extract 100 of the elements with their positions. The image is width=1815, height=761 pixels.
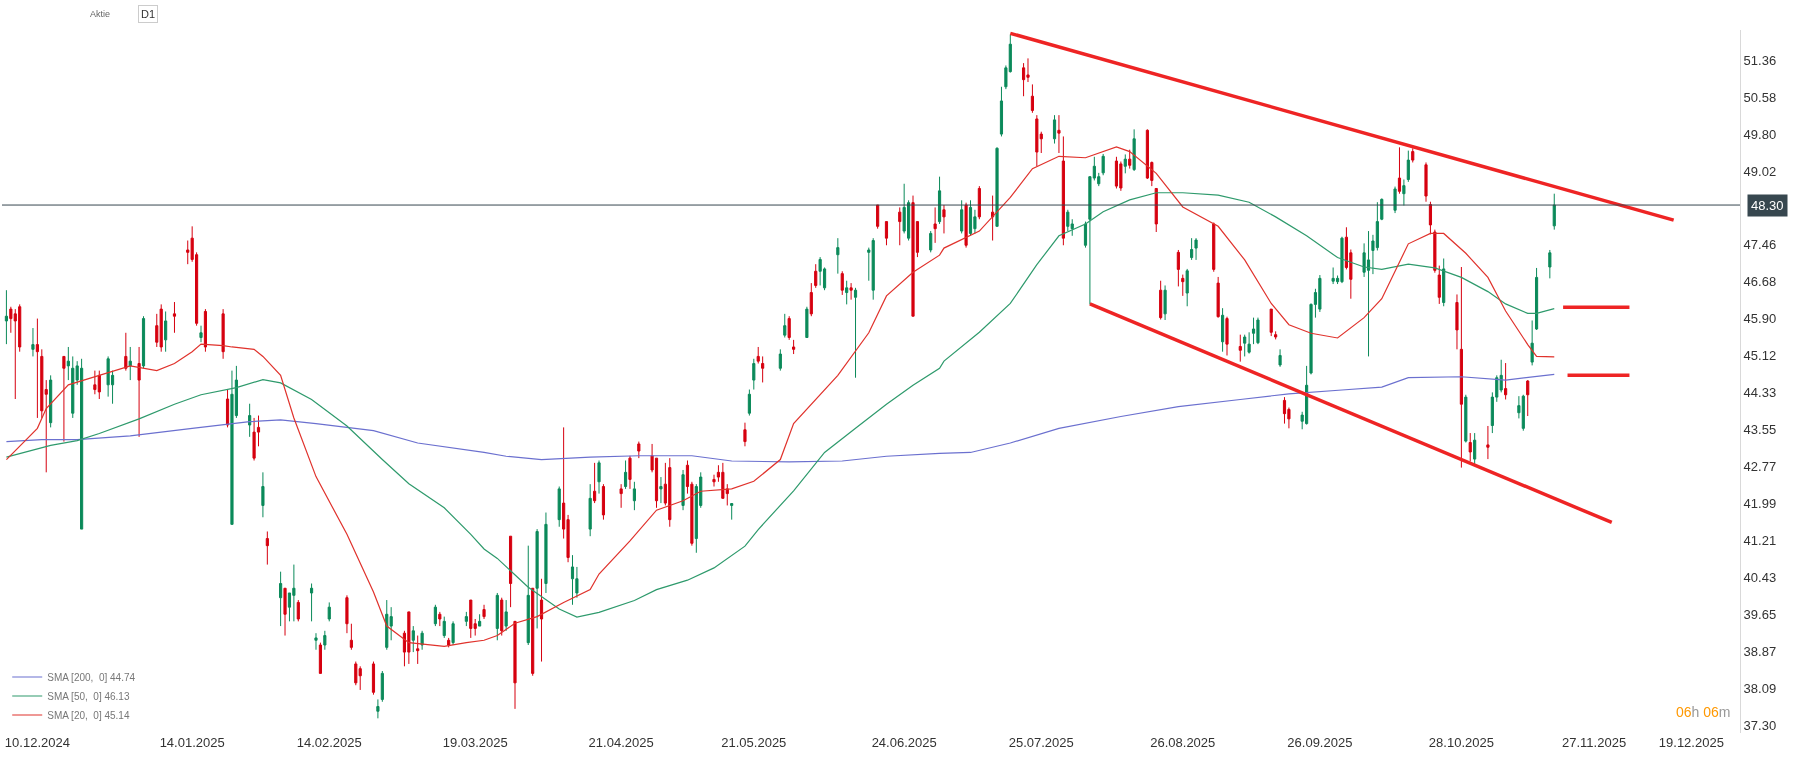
candlestick	[1428, 201, 1433, 235]
candlestick	[849, 282, 853, 301]
candlestick	[1406, 150, 1410, 183]
candlestick	[752, 358, 756, 391]
candlestick	[783, 313, 787, 338]
y-tick-label: 38.87	[1743, 643, 1777, 659]
candlestick	[1163, 284, 1167, 321]
candlestick	[960, 199, 964, 234]
candlestick	[66, 346, 70, 381]
candlestick	[93, 370, 97, 395]
candlestick	[1468, 432, 1472, 462]
candlestick	[283, 587, 287, 637]
candlestick	[531, 587, 535, 677]
candlestick	[248, 403, 252, 438]
candlestick	[464, 611, 468, 627]
candlestick	[265, 530, 269, 566]
candlestick	[1397, 146, 1402, 195]
line-series	[5, 192, 1555, 618]
candlestick	[1057, 114, 1061, 154]
candlestick	[309, 583, 314, 622]
x-tick-label: 14.01.2025	[159, 735, 225, 750]
candlestick	[433, 604, 437, 627]
candlestick	[632, 481, 636, 511]
candlestick	[1154, 187, 1158, 233]
y-tick-label: 46.68	[1743, 274, 1777, 290]
candlestick	[371, 661, 376, 696]
candlestick	[141, 315, 146, 369]
candlestick	[1256, 317, 1260, 345]
candlestick	[261, 471, 265, 518]
candlestick	[416, 635, 420, 665]
candlestick	[1176, 249, 1180, 287]
candlestick	[314, 632, 318, 651]
candlestick	[1552, 193, 1556, 231]
legend-label: SMA [50, 0] 46.13	[47, 690, 130, 702]
candlestick	[805, 306, 809, 338]
candlestick	[13, 308, 17, 400]
y-tick-label: 39.65	[1743, 606, 1777, 622]
candlestick	[619, 483, 623, 509]
candlestick	[1534, 267, 1539, 331]
candlestick	[225, 389, 230, 428]
candlestick	[1123, 153, 1127, 174]
candlestick	[4, 289, 9, 345]
candlestick	[787, 315, 791, 341]
y-tick-label: 43.55	[1743, 422, 1777, 438]
candlestick	[31, 327, 35, 357]
candlestick	[668, 457, 672, 528]
candlestick	[792, 339, 796, 355]
candlestick	[814, 263, 818, 289]
candlestick	[845, 280, 849, 305]
candlestick	[49, 374, 53, 428]
candlestick	[376, 698, 380, 719]
x-tick-label: 19.03.2025	[442, 735, 508, 750]
candlestick	[62, 355, 66, 443]
candlestick	[442, 616, 446, 639]
x-tick-label: 26.09.2025	[1287, 735, 1353, 750]
ref-line-label: 48.30	[1751, 198, 1784, 213]
candlestick	[451, 620, 455, 646]
candlestick	[853, 287, 858, 379]
candlestick	[730, 502, 734, 521]
candlestick	[964, 202, 968, 249]
candlestick	[1052, 114, 1057, 145]
x-tick-label: 10.12.2024	[4, 735, 70, 750]
candlestick	[929, 230, 933, 253]
candlestick	[1269, 308, 1273, 337]
candlestick	[535, 528, 539, 629]
candlestick	[172, 301, 177, 334]
y-tick-label: 41.99	[1743, 496, 1777, 512]
candlestick	[712, 474, 716, 488]
candlestick	[977, 185, 981, 220]
candlestick	[323, 630, 327, 651]
candlestick	[756, 346, 760, 365]
candlestick	[164, 310, 168, 353]
legend-label: SMA [20, 0] 45.14	[47, 709, 130, 721]
y-tick-label: 47.46	[1743, 237, 1777, 253]
candlestick	[1061, 135, 1065, 246]
candlestick	[407, 611, 411, 665]
candlestick	[1181, 274, 1185, 297]
candlestick	[601, 483, 606, 521]
candlestick	[836, 237, 840, 275]
y-tick-label: 49.80	[1743, 126, 1777, 142]
y-tick-label: 40.43	[1743, 569, 1777, 585]
candlestick	[279, 571, 283, 627]
y-tick-label: 42.77	[1743, 459, 1777, 475]
candlestick	[1437, 265, 1441, 305]
candlestick	[681, 469, 685, 511]
candlestick	[1530, 319, 1534, 366]
candlestick	[597, 460, 601, 495]
candlestick	[380, 670, 384, 703]
candlestick	[1486, 425, 1490, 460]
candlestick	[1455, 293, 1459, 350]
candlestick	[1282, 396, 1287, 425]
candlestick	[1433, 229, 1437, 274]
candlestick	[995, 146, 999, 227]
candlestick	[500, 597, 504, 637]
candlestick	[659, 476, 663, 504]
candlestick	[345, 594, 349, 634]
candlestick	[1504, 362, 1508, 400]
candlestick	[1128, 149, 1132, 170]
candlestick	[1521, 394, 1525, 432]
candlestick	[1459, 266, 1463, 469]
